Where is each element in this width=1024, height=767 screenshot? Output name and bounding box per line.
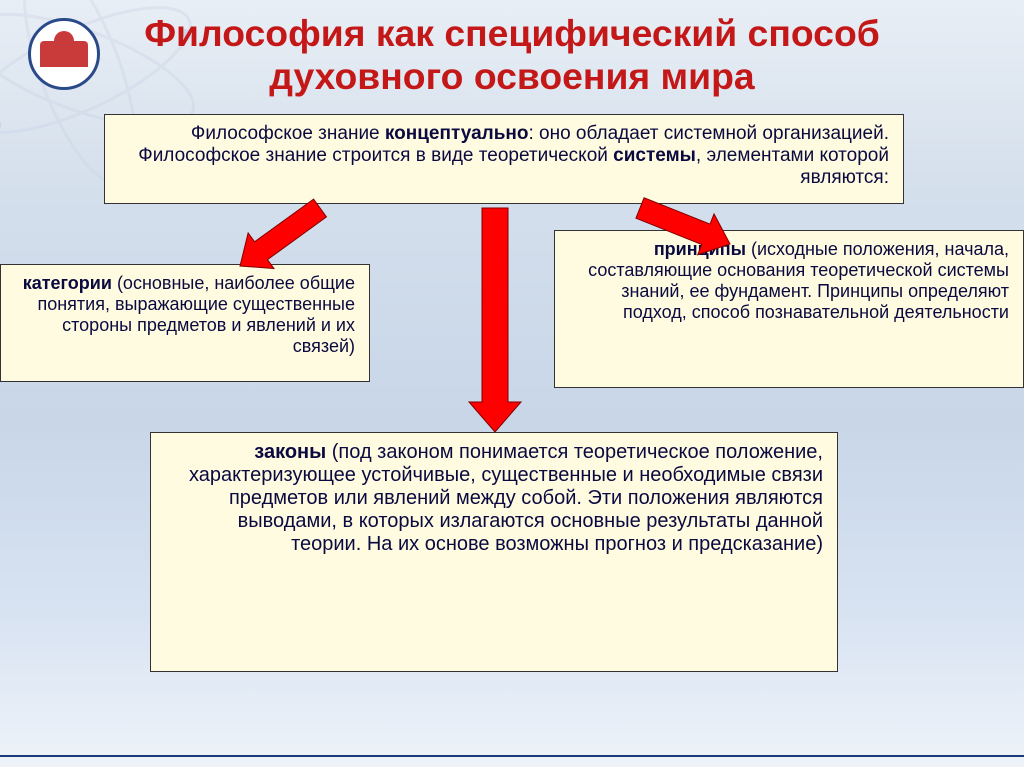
box-principles: принципы (исходные положения, начала, со… — [554, 230, 1024, 388]
box-categories: категории (основные, наиболее общие поня… — [0, 264, 370, 382]
title-line-1: Философия как специфический способ — [0, 12, 1024, 55]
title-line-2: духовного освоения мира — [0, 55, 1024, 98]
slide-title: Философия как специфический способ духов… — [0, 12, 1024, 98]
footer-divider — [0, 755, 1024, 757]
box-conceptual-knowledge: Философское знание концептуально: оно об… — [104, 114, 904, 204]
box-laws: законы (под законом понимается теоретиче… — [150, 432, 838, 672]
